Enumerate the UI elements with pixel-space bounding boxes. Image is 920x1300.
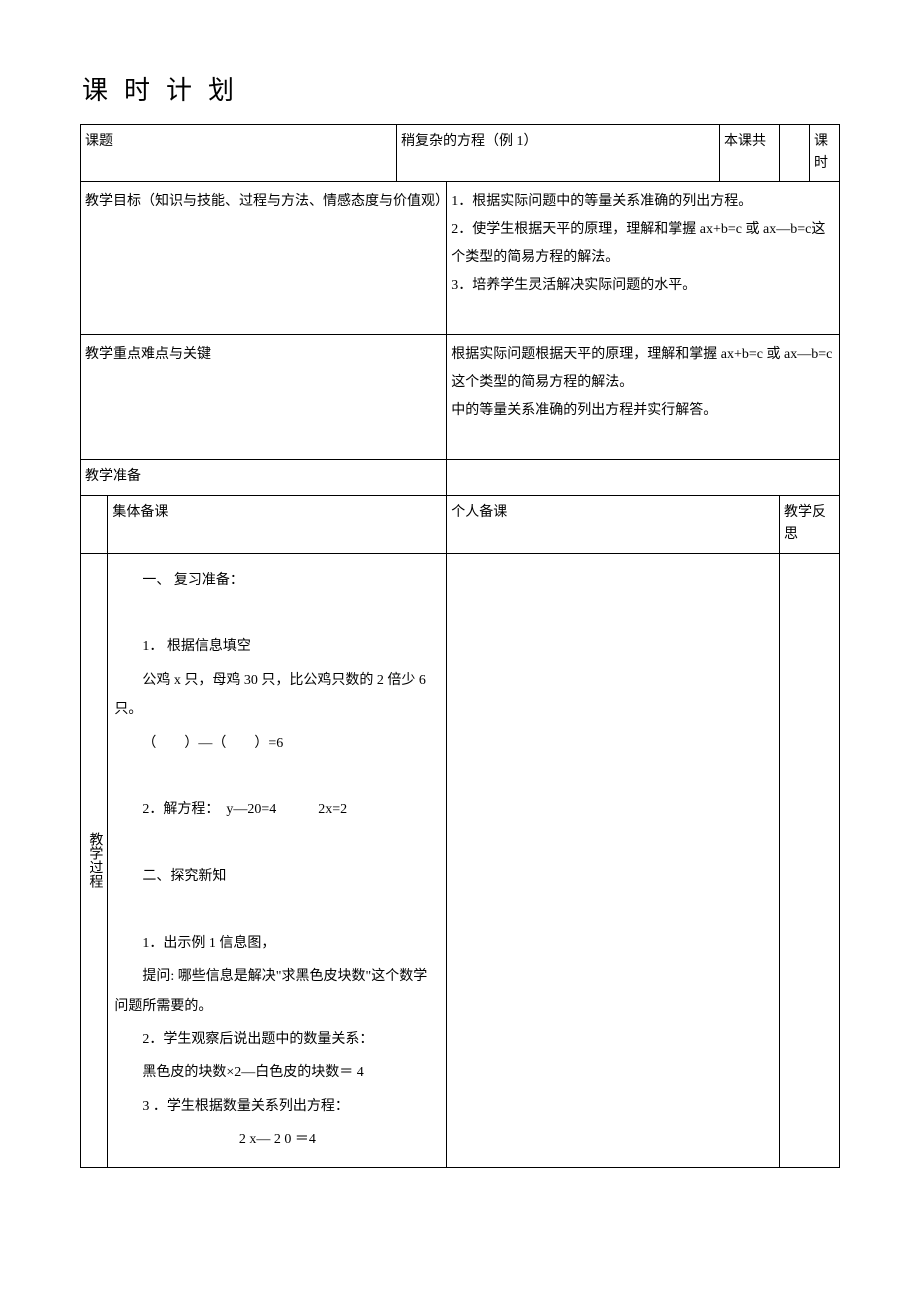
spacer-cell (81, 495, 108, 553)
line-6: 二、探究新知 (114, 862, 440, 891)
personal-prep-content (447, 553, 780, 1167)
col-reflection: 教学反思 (780, 495, 840, 553)
reflection-content (780, 553, 840, 1167)
objectives-line-2: 2．使学生根据天平的原理，理解和掌握 ax+b=c 或 ax—b=c这个类型的简… (451, 216, 835, 272)
line-9: 2．学生观察后说出题中的数量关系： (114, 1025, 440, 1054)
lesson-plan-table: 课题 稍复杂的方程（例 1） 本课共 课时 教学目标（知识与技能、过程与方法、情… (80, 124, 840, 1168)
prep-label: 教学准备 (81, 460, 447, 495)
topic-label: 课题 (81, 124, 397, 182)
col-personal-prep: 个人备课 (447, 495, 780, 553)
line-10: 黑色皮的块数×2—白色皮的块数＝ 4 (114, 1058, 440, 1087)
keypoints-line-1: 根据实际问题根据天平的原理，理解和掌握 ax+b=c 或 ax—b=c这个类型的… (451, 341, 835, 397)
objectives-line-1: 1．根据实际问题中的等量关系准确的列出方程。 (451, 188, 835, 216)
line-3: 公鸡 x 只，母鸡 30 只，比公鸡只数的 2 倍少 6 只。 (114, 666, 440, 725)
keypoints-line-2: 中的等量关系准确的列出方程并实行解答。 (451, 397, 835, 425)
line-7: 1．出示例 1 信息图， (114, 929, 440, 958)
line-8: 提问: 哪些信息是解决"求黑色皮块数"这个数学问题所需要的。 (114, 962, 440, 1021)
col-group-prep: 集体备课 (108, 495, 447, 553)
line-1: 一、 复习准备： (114, 566, 440, 595)
line-12: 2 x— 2 0 ＝4 (114, 1125, 440, 1154)
objectives-label: 教学目标（知识与技能、过程与方法、情感态度与价值观） (81, 182, 447, 335)
process-side-label: 教学过程 (81, 553, 108, 1167)
line-4: （ ）—（ ）=6 (114, 729, 440, 758)
line-2: 1． 根据信息填空 (114, 632, 440, 661)
objectives-line-3: 3．培养学生灵活解决实际问题的水平。 (451, 272, 835, 300)
total-value (780, 124, 810, 182)
prep-content (447, 460, 840, 495)
topic-value: 稍复杂的方程（例 1） (397, 124, 720, 182)
total-label: 本课共 (720, 124, 780, 182)
line-5: 2．解方程： y—20=4 2x=2 (114, 795, 440, 824)
keypoints-label: 教学重点难点与关键 (81, 335, 447, 460)
objectives-content: 1．根据实际问题中的等量关系准确的列出方程。 2．使学生根据天平的原理，理解和掌… (447, 182, 840, 335)
unit-label: 课时 (810, 124, 840, 182)
group-prep-content: 一、 复习准备： 1． 根据信息填空 公鸡 x 只，母鸡 30 只，比公鸡只数的… (108, 553, 447, 1167)
keypoints-content: 根据实际问题根据天平的原理，理解和掌握 ax+b=c 或 ax—b=c这个类型的… (447, 335, 840, 460)
line-11: 3 ．学生根据数量关系列出方程： (114, 1092, 440, 1121)
page-title: 课时计划 (80, 70, 840, 112)
